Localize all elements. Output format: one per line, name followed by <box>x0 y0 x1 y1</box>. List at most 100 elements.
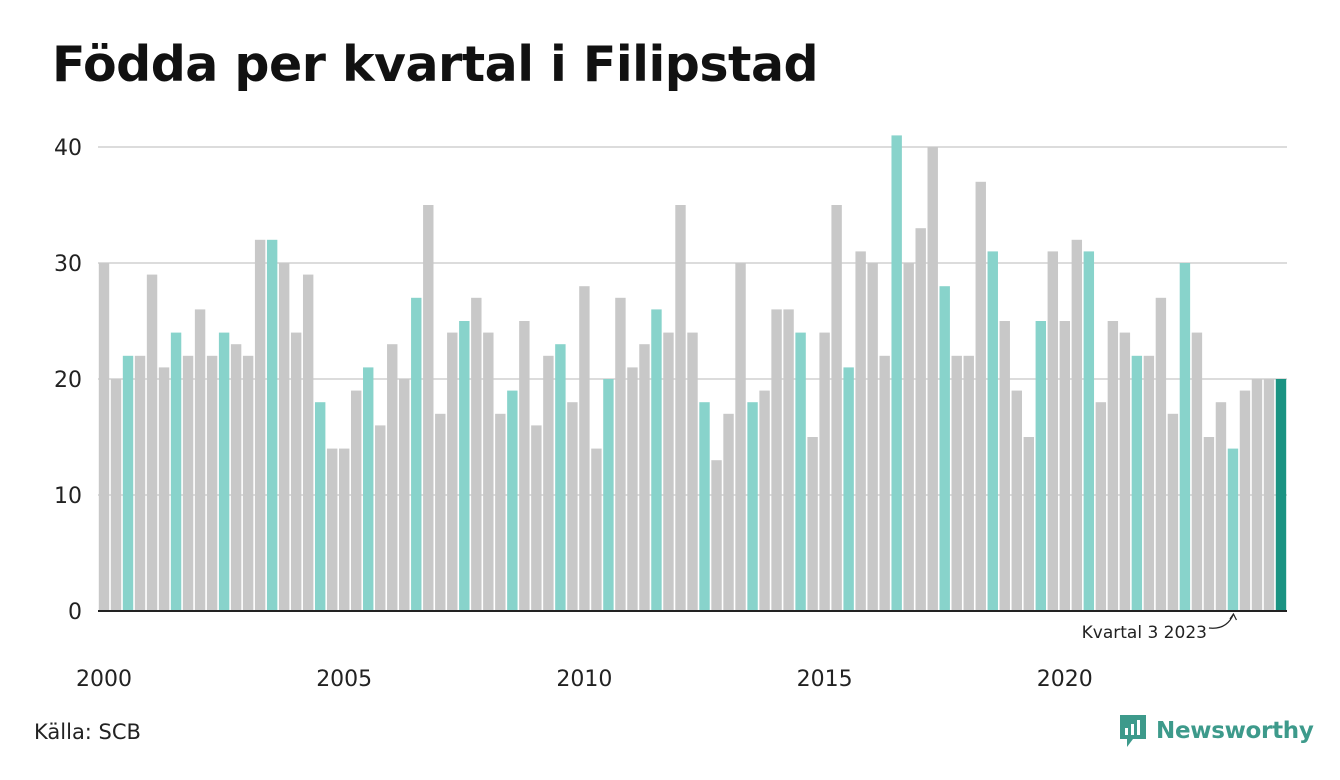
bar <box>194 309 206 611</box>
bar <box>1107 321 1119 611</box>
bar <box>543 355 554 611</box>
bar <box>1215 402 1227 611</box>
bar <box>615 297 626 611</box>
bar <box>1227 448 1239 611</box>
y-tick-label: 0 <box>68 600 82 625</box>
bar <box>879 355 890 611</box>
bar <box>831 205 842 611</box>
bar <box>1059 321 1071 611</box>
bar <box>759 390 770 611</box>
x-tick-label: 2015 <box>797 667 853 692</box>
bar <box>326 448 338 611</box>
bar <box>507 390 518 611</box>
annotation-arrowhead <box>1229 612 1237 621</box>
bar <box>1251 379 1263 611</box>
bar <box>170 332 182 611</box>
brand-logo[interactable]: Newsworthy <box>1118 713 1314 749</box>
bar <box>1011 390 1022 611</box>
bar <box>483 332 494 611</box>
bar <box>519 321 530 611</box>
bar <box>975 181 986 612</box>
y-tick-label: 20 <box>54 368 82 393</box>
bar <box>699 402 710 611</box>
bar <box>567 402 578 611</box>
bar <box>1131 355 1143 611</box>
y-tick-label: 40 <box>54 136 82 161</box>
bar <box>663 332 674 611</box>
bar <box>98 263 110 611</box>
bar <box>819 332 830 611</box>
bar <box>146 274 158 611</box>
bar <box>795 332 806 611</box>
bar <box>1203 437 1215 611</box>
bar <box>987 251 998 611</box>
bar <box>555 344 566 611</box>
bar <box>1095 402 1107 611</box>
bar <box>771 309 782 611</box>
bar <box>891 135 902 611</box>
bar <box>1275 379 1287 611</box>
annotation-arrow <box>1208 613 1235 629</box>
bar <box>134 355 146 611</box>
bar <box>1239 390 1251 611</box>
bar <box>711 460 722 611</box>
bar <box>591 448 602 611</box>
bar <box>939 286 950 611</box>
bar <box>951 355 962 611</box>
bar <box>158 367 170 611</box>
bar <box>1143 355 1155 611</box>
chart-title: Födda per kvartal i Filipstad <box>52 36 819 93</box>
newsworthy-logo-icon <box>1120 715 1146 747</box>
bar <box>999 321 1010 611</box>
y-tick-label: 30 <box>54 252 82 277</box>
bar <box>927 147 938 611</box>
bar <box>230 344 242 611</box>
bar <box>687 332 698 611</box>
bar <box>651 309 662 611</box>
brand-name: Newsworthy <box>1156 718 1314 744</box>
bar <box>254 239 266 612</box>
bar <box>1119 332 1131 611</box>
bar <box>675 205 686 611</box>
bar <box>723 413 734 611</box>
bar <box>375 425 386 611</box>
x-tick-label: 2010 <box>556 667 612 692</box>
bar <box>903 263 914 611</box>
bar <box>639 344 650 611</box>
bar <box>603 379 614 611</box>
bar <box>807 437 818 611</box>
x-tick-label: 2000 <box>76 667 132 692</box>
bar <box>278 263 290 611</box>
bar <box>747 402 758 611</box>
bar <box>471 297 482 611</box>
bar <box>363 367 374 611</box>
bar <box>1167 413 1179 611</box>
bar <box>399 379 410 611</box>
bar <box>1047 251 1059 611</box>
y-tick-label: 10 <box>54 484 82 509</box>
x-axis: 2000 2005 2010 2015 2020 <box>76 667 1093 692</box>
bar <box>411 297 422 611</box>
bar <box>867 263 878 611</box>
bar <box>855 251 866 611</box>
bar <box>735 263 746 611</box>
bar <box>339 448 350 611</box>
bar <box>290 332 302 611</box>
bar <box>1071 239 1083 612</box>
bar <box>110 379 122 611</box>
bar <box>182 355 194 611</box>
bar <box>387 344 398 611</box>
bar <box>1179 263 1191 611</box>
x-tick-label: 2005 <box>316 667 372 692</box>
bar <box>122 355 134 611</box>
bar <box>459 321 470 611</box>
bar <box>266 239 278 612</box>
bar-chart: 0 10 20 30 40 2000 2005 2010 2015 2020 Kvartal 3… <box>54 135 1287 692</box>
bar <box>783 309 794 611</box>
bar <box>302 274 314 611</box>
bar <box>495 413 506 611</box>
bar <box>351 390 362 611</box>
bar <box>206 355 218 611</box>
x-tick-label: 2020 <box>1037 667 1093 692</box>
y-axis: 0 10 20 30 40 <box>54 136 82 625</box>
